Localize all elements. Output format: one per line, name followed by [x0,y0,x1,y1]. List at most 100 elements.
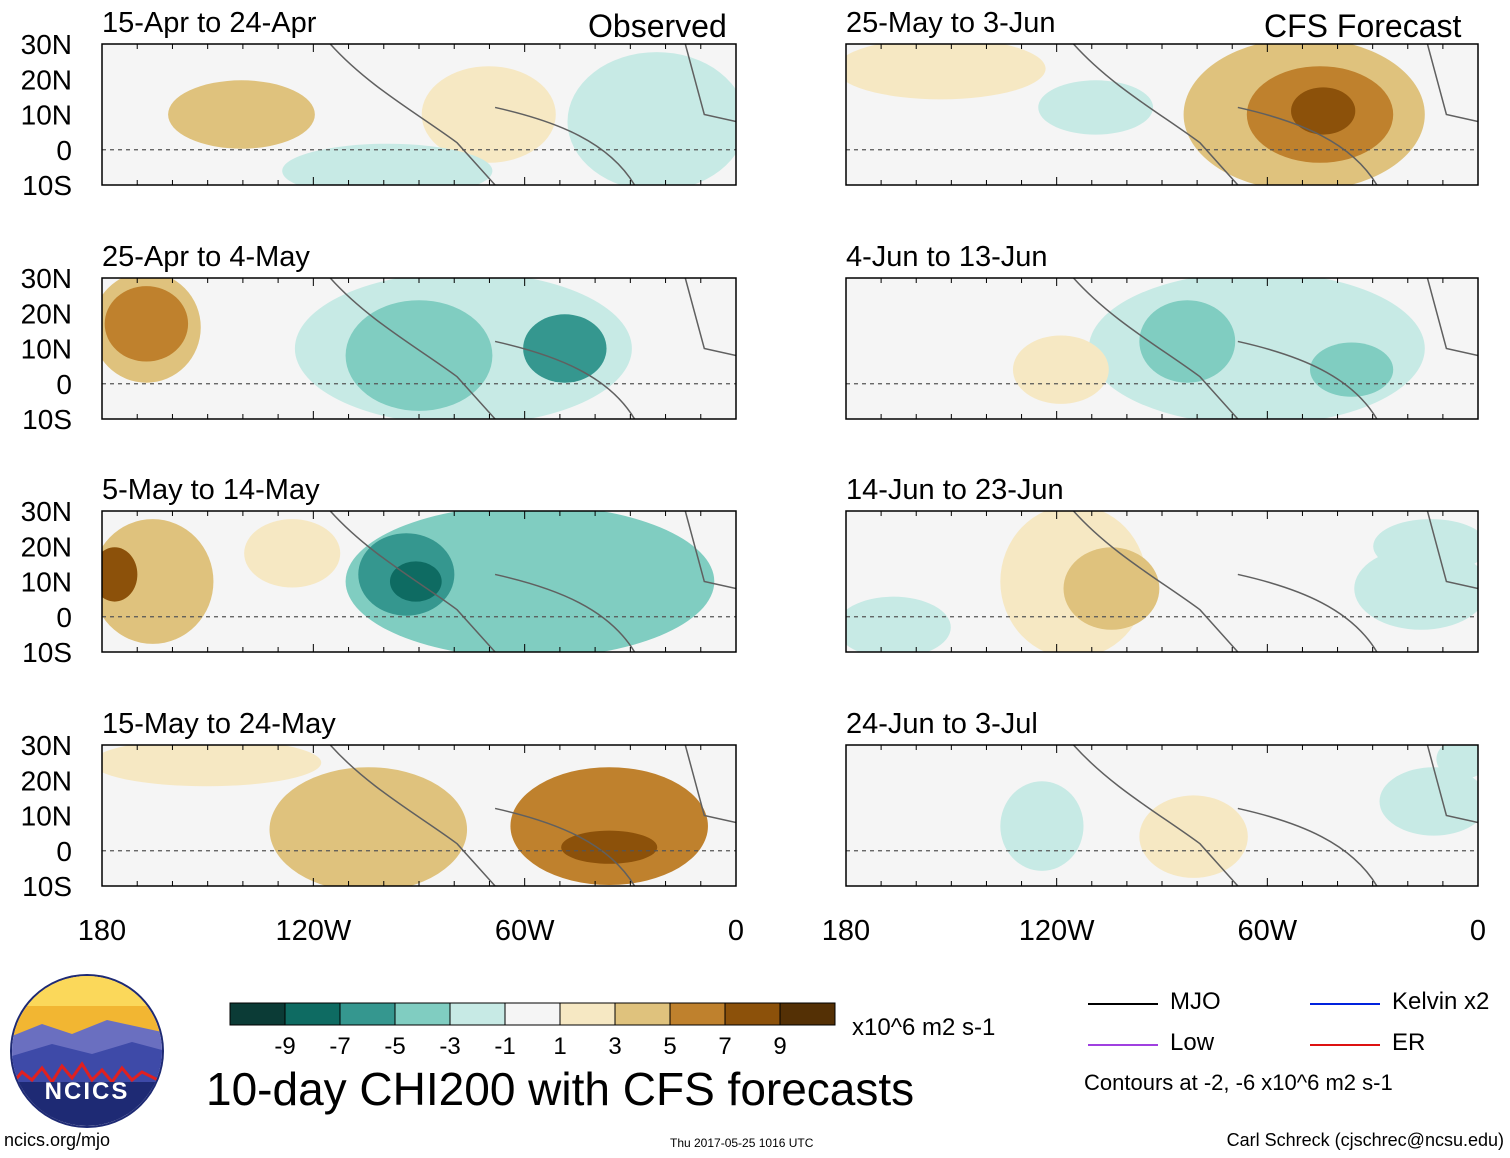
panel-0: 15-Apr to 24-Apr 30N 20N 10N 0 10S [21,7,737,201]
coastline [329,278,736,419]
y-tick-label: 30N [21,263,72,294]
coastline [1072,44,1478,185]
anomaly-region [567,52,736,185]
y-tick-label: 20N [21,298,72,329]
chart-title: 10-day CHI200 with CFS forecasts [206,1063,915,1115]
panel-field [102,44,736,185]
x-tick-label: 60W [1238,915,1298,947]
contour-note: Contours at -2, -6 x10^6 m2 s-1 [1084,1070,1393,1095]
colorbar-swatch [504,1002,561,1026]
y-tick-label: 20N [21,64,72,95]
forecast-label: CFS Forecast [1264,8,1462,44]
anomaly-region [561,830,658,864]
panel-7: 24-Jun to 3-Jul [845,708,1479,887]
anomaly-region [1379,767,1478,836]
coastline [329,44,736,185]
panel-field [1012,278,1478,419]
footer-url[interactable]: ncics.org/mjo [4,1130,111,1150]
colorbar-label: -1 [494,1033,515,1060]
colorbar-label: -7 [329,1033,350,1060]
x-tick-label: 120W [1019,915,1095,947]
anomaly-region [102,547,138,602]
anomaly-region [1310,342,1394,397]
anomaly-region [1373,519,1478,574]
legend-line-er [1310,1044,1380,1046]
anomaly-region [510,767,708,885]
coastline [1072,511,1478,652]
legend-er: ER [1392,1029,1426,1056]
anomaly-region [1139,300,1236,383]
footer-timestamp: Thu 2017-05-25 1016 UTC [670,1136,814,1150]
anomaly-region [244,519,341,588]
colorbar-swatch [284,1002,341,1026]
legend-low: Low [1170,1029,1215,1056]
colorbar-label: 3 [608,1033,621,1060]
y-tick-label: 10N [21,334,72,365]
colorbar-swatch [559,1002,616,1026]
y-tick-label: 10S [22,404,72,435]
anomaly-region [282,143,493,185]
x-tick-label: 180 [78,915,126,947]
anomaly-region [168,80,315,149]
y-tick-label: 10N [21,567,72,598]
y-tick-label: 0 [56,836,72,867]
panel-title: 25-May to 3-Jun [846,7,1056,39]
logo-text: NCICS [44,1078,130,1105]
y-tick-label: 0 [56,135,72,166]
anomaly-region [846,44,1046,100]
panel-title: 25-Apr to 4-May [102,241,310,273]
panel-6: 14-Jun to 23-Jun [845,474,1479,653]
anomaly-region [1063,547,1160,630]
footer-author: Carl Schreck (cjschrec@ncsu.edu) [1226,1130,1504,1150]
anomaly-region [1291,87,1356,135]
legend-line-mjo [1088,1003,1158,1005]
legend-line-kelvin [1310,1003,1380,1005]
colorbar-label: 5 [663,1033,676,1060]
panel-title: 15-Apr to 24-Apr [102,7,317,39]
coastline [1072,745,1478,886]
coastline [329,511,736,652]
anomaly-region [846,596,951,652]
panel-title: 24-Jun to 3-Jul [846,708,1038,740]
colorbar-swatch [724,1002,781,1026]
anomaly-region [104,286,189,362]
x-tick-label: 0 [1470,915,1486,947]
colorbar-label: 9 [773,1033,786,1060]
y-tick-label: 10S [22,170,72,201]
panel-field [846,44,1478,185]
x-tick-label: 60W [495,915,555,947]
colorbar-swatch [229,1002,286,1026]
panel-field [1000,745,1478,886]
anomaly-region [1012,335,1109,404]
y-tick-label: 0 [56,369,72,400]
anomaly-region [102,745,322,787]
coastline [329,745,736,886]
panel-field [102,745,736,886]
anomaly-region [1139,795,1248,878]
legend-mjo: MJO [1170,988,1221,1015]
observed-label: Observed [588,8,727,44]
colorbar-swatch [614,1002,671,1026]
panel-5: 4-Jun to 13-Jun [845,241,1479,420]
panel-1: 25-Apr to 4-May 30N 20N 10N 0 10S [21,241,737,435]
y-tick-label: 10S [22,637,72,668]
panel-title: 5-May to 14-May [102,474,320,506]
colorbar-label: 1 [553,1033,566,1060]
colorbar-swatch [669,1002,726,1026]
y-tick-label: 30N [21,29,72,60]
panel-field [846,511,1478,652]
panel-4: 25-May to 3-Jun [845,7,1479,186]
y-tick-label: 0 [56,602,72,633]
coastline [1072,278,1478,419]
anomaly-region [345,300,493,411]
anomaly-region [421,66,556,163]
anomaly-region [102,519,214,644]
colorbar-label: -9 [274,1033,295,1060]
anomaly-region [1038,80,1154,135]
x-tick-label: 120W [275,915,351,947]
x-tick-label: 0 [728,915,744,947]
anomaly-region [269,767,468,886]
anomaly-region [1000,781,1084,871]
y-tick-label: 30N [21,496,72,527]
